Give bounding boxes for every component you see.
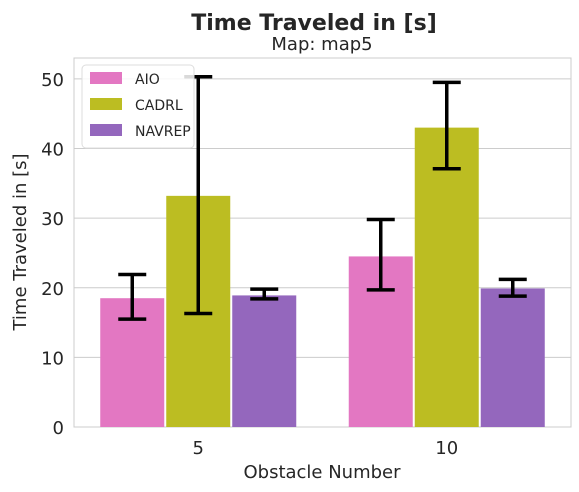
error-bar-aio-10 xyxy=(366,217,395,292)
error-bar-aio-5 xyxy=(118,272,147,321)
bar-navrep-10 xyxy=(480,288,545,427)
error-bar-navrep-10 xyxy=(498,277,527,298)
y-tick-label: 50 xyxy=(41,70,64,91)
bar-navrep-5 xyxy=(232,295,297,427)
bar-cadrl-10 xyxy=(414,127,479,427)
x-axis-ticks: 5 10 xyxy=(193,438,459,459)
error-bars xyxy=(118,75,527,321)
legend-swatch-aio xyxy=(90,72,122,84)
legend-label-cadrl: CADRL xyxy=(135,98,183,114)
y-tick-label: 10 xyxy=(41,348,64,369)
error-bar-cadrl-10 xyxy=(432,80,461,171)
legend-swatch-cadrl xyxy=(90,98,122,110)
legend-label-navrep: NAVREP xyxy=(135,124,191,140)
y-axis-ticks: 0 10 20 30 40 50 xyxy=(41,70,64,439)
chart-title: Time Traveled in [s] xyxy=(191,11,437,36)
y-axis-label: Time Traveled in [s] xyxy=(10,153,31,331)
x-axis-label: Obstacle Number xyxy=(243,462,401,483)
x-tick-label: 10 xyxy=(435,438,458,459)
legend-label-aio: AIO xyxy=(135,72,160,88)
chart-subtitle: Map: map5 xyxy=(271,34,372,55)
error-bar-navrep-5 xyxy=(250,287,279,301)
bars xyxy=(100,127,545,427)
y-tick-label: 0 xyxy=(53,418,64,439)
legend-swatch-navrep xyxy=(90,124,122,136)
y-tick-label: 30 xyxy=(41,209,64,230)
x-tick-label: 5 xyxy=(193,438,204,459)
y-tick-label: 40 xyxy=(41,140,64,161)
legend: AIO CADRL NAVREP xyxy=(81,64,195,149)
y-tick-label: 20 xyxy=(41,279,64,300)
